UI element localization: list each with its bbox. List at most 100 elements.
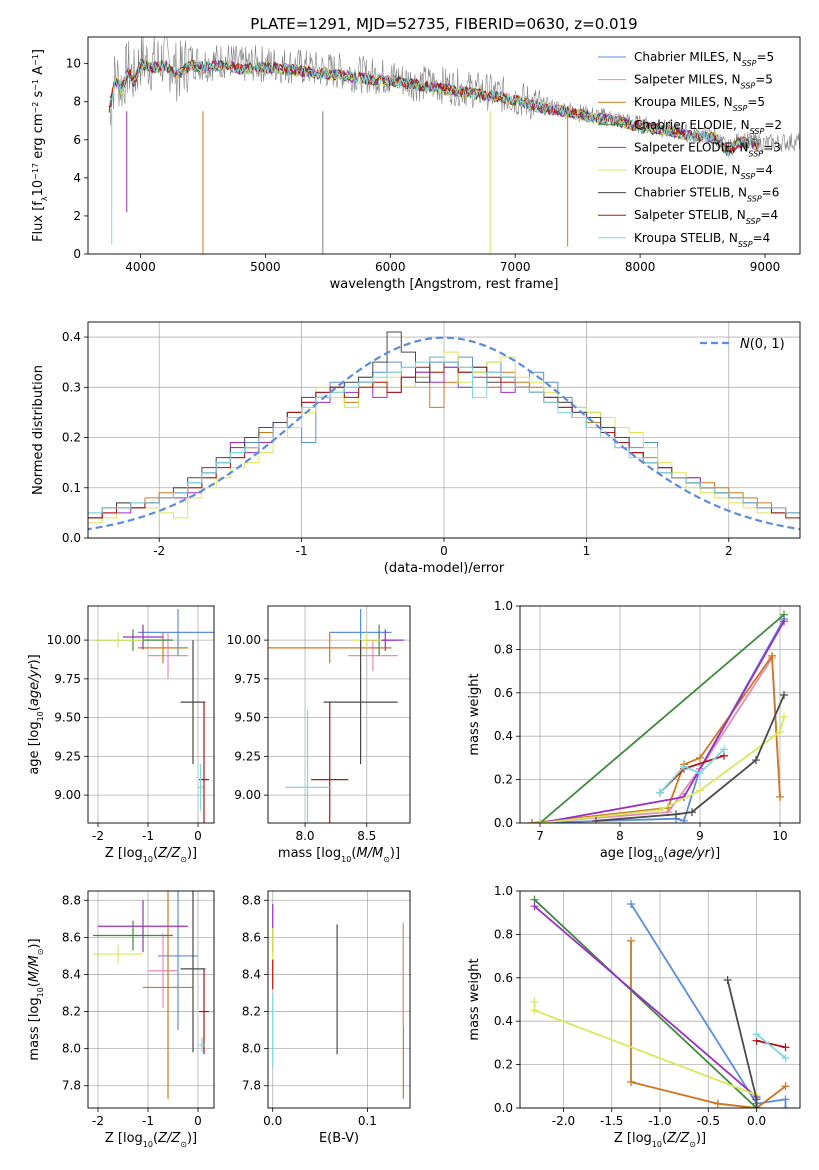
age-z-xtick-label: 0 (194, 829, 202, 843)
legend-label-part: SSP (742, 59, 757, 68)
y-axis-label-part: −1 (31, 79, 40, 91)
legend-label-part: SSP (750, 126, 765, 135)
mass-ebv-ytick-label: 8.8 (242, 893, 261, 907)
age-mass-ytick-label: 9.75 (234, 672, 261, 686)
spectrum-xtick-label: 4000 (125, 260, 156, 274)
y-axis-label-part: A (31, 66, 46, 79)
age-mass-ytick-label: 9.50 (234, 711, 261, 725)
histogram-axes: -2 -1 0 1 2 0.0 0.1 0.2 0.3 0.4 (data-model)/error… (31, 321, 801, 576)
histogram-ytick-label: 0.3 (62, 380, 81, 394)
normal-legend-label-part: (0, 1) (750, 337, 785, 352)
x-axis-label-part: )] (187, 1131, 197, 1146)
legend-label-part: SSP (748, 149, 763, 158)
mass-z-ytick-label: 8.4 (62, 967, 81, 981)
mass-weight-marker (776, 727, 784, 736)
x-axis-label-part: Z/Z (157, 1131, 181, 1146)
spectrum-ytick-label: 10 (66, 57, 81, 71)
weight-z-ytick-label: 0.6 (494, 971, 513, 985)
age-z-ytick-label: 9.75 (54, 672, 81, 686)
x-axis-label-part: ⊙ (383, 855, 390, 864)
mass-weight-line (756, 1033, 787, 1059)
age-mass-ytick-label: 9.00 (234, 788, 261, 802)
mass-weight-line (531, 653, 781, 823)
mass-weight-line (659, 748, 725, 794)
mass-weight-marker (720, 745, 728, 754)
age-mass-ytick-label: 9.25 (234, 749, 261, 763)
mass-weight-marker (723, 975, 732, 984)
weight-age-plot-area (528, 610, 788, 823)
y-axis-label-part: ( (27, 982, 42, 987)
histogram-ytick-label: 0.0 (62, 531, 81, 545)
mass-weight-marker (752, 756, 760, 765)
mass-weight-line (756, 1039, 786, 1049)
mass-weight-line (539, 614, 785, 823)
x-axis-label-part: M/M (356, 846, 383, 861)
histogram-xtick-label: -1 (296, 544, 308, 558)
spectrum-xtick-label: 5000 (250, 260, 281, 274)
x-axis-label-part: wavelength [Angstrom, rest frame] (330, 277, 559, 292)
mass-weight-marker (627, 1077, 636, 1086)
y-axis-label-part: age/yr (27, 663, 42, 706)
x-axis-label-part: )] (390, 846, 400, 861)
weight-z-ytick-label: 0.8 (494, 927, 513, 941)
x-axis-label: wavelength [Angstrom, rest frame] (330, 277, 559, 292)
x-axis-label-part: ( (153, 1131, 158, 1146)
x-axis-label-part: 10 (652, 1140, 662, 1149)
mass-weight-marker (780, 712, 788, 721)
histogram-ytick-label: 0.2 (62, 431, 81, 445)
x-axis-label-part: 10 (653, 855, 663, 864)
spectrum-ytick-label: 6 (73, 133, 81, 147)
x-axis-label-part: 10 (143, 1140, 153, 1149)
mass-z-axes: -2 -1 07.88.08.28.48.68.8Z [log10(Z/Z⊙)]ma… (27, 890, 215, 1149)
legend-label: Kroupa MILES, NSSP=5 (634, 95, 765, 113)
x-axis-label: Z [log10(Z/Z⊙)] (614, 1131, 706, 1149)
legend-label: Kroupa STELIB, NSSP=4 (634, 231, 770, 249)
x-axis-label-part: )] (187, 846, 197, 861)
mass-weight-marker (768, 651, 776, 660)
weight-age-xtick-label: 8 (616, 829, 624, 843)
y-axis-label-part: ] (31, 49, 46, 54)
y-axis-label-part: 10 (31, 180, 46, 197)
mass-ebv-ytick-label: 8.6 (242, 930, 261, 944)
mass-weight-marker (656, 788, 664, 797)
mass-weight-marker (781, 1054, 790, 1063)
legend-label-part: Salpeter ELODIE, N (634, 140, 748, 154)
axes-frame (87, 890, 215, 1109)
histogram-ytick-label: 0.1 (62, 481, 81, 495)
weight-z-xtick-label: -0.5 (697, 1114, 720, 1128)
x-axis-label-part: 10 (341, 855, 351, 864)
mass-weight-marker (713, 1099, 722, 1108)
age-z-ytick-label: 10.00 (47, 633, 81, 647)
x-axis-label-part: ⊙ (180, 1140, 187, 1149)
age-mass-axes: 8.0 8.5 9.00 9.25 9.50 9.75 10.00 mass [log10(M… (227, 605, 411, 864)
legend-label-part: Kroupa STELIB, N (634, 231, 738, 245)
y-axis-label-part: −2 (31, 102, 40, 114)
legend-label-part: =2 (764, 118, 782, 132)
y-axis-label-part: s (31, 91, 46, 102)
x-axis-label: E(B-V) (319, 1131, 359, 1146)
mass-z-xtick-label: -1 (142, 1114, 154, 1128)
legend-label-part: Chabrier STELIB, N (634, 186, 747, 200)
legend-label: Chabrier MILES, NSSP=5 (634, 50, 774, 68)
mass-weight-marker (680, 762, 688, 771)
x-axis-label-part: (data-model)/error (384, 561, 505, 576)
x-axis-label-part: ( (351, 846, 356, 861)
mass-weight-marker (780, 617, 788, 626)
legend-label-part: =3 (763, 140, 781, 154)
legend-label: Chabrier STELIB, NSSP=6 (634, 186, 779, 204)
y-axis-label-part: λ (40, 196, 49, 201)
legend-label-part: =4 (755, 163, 773, 177)
spectrum-ytick-label: 2 (73, 209, 81, 223)
spectrum-ytick-label: 4 (73, 171, 81, 185)
legend-label-part: Chabrier ELODIE, N (634, 118, 750, 132)
x-axis-label-part: Z/Z (666, 1131, 690, 1146)
mass-ebv-ytick-label: 8.0 (242, 1042, 261, 1056)
legend-label-part: Salpeter MILES, N (634, 73, 741, 87)
weight-z-axes: -2.0 -1.5 -1.0 -0.5 0.0 0.0 0.2 0.4 0.6 0.8 1.0 Z [… (467, 884, 801, 1149)
x-axis-label: mass [log10(M/M⊙)] (278, 846, 400, 864)
spectrum-ytick-label: 0 (73, 247, 81, 261)
axes-frame (87, 36, 801, 255)
